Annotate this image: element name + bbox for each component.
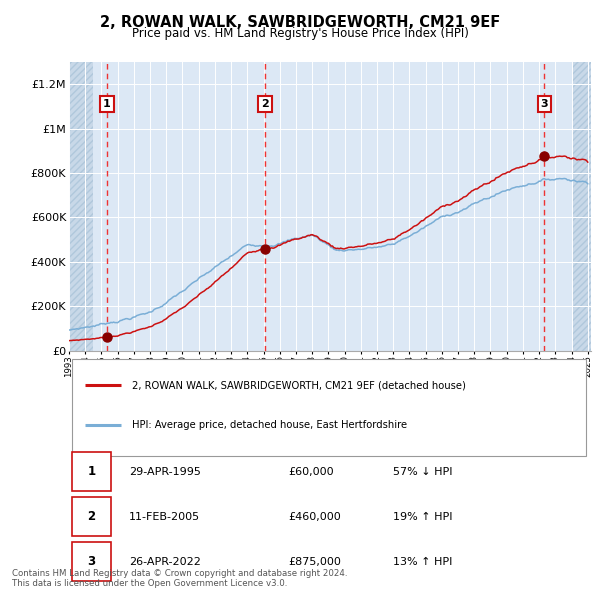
Bar — [572, 62, 591, 350]
Text: 2: 2 — [262, 99, 269, 109]
Text: 13% ↑ HPI: 13% ↑ HPI — [392, 556, 452, 566]
Text: 2: 2 — [88, 510, 95, 523]
Text: 29-APR-1995: 29-APR-1995 — [129, 467, 201, 477]
Text: 3: 3 — [541, 99, 548, 109]
Text: 1: 1 — [88, 466, 95, 478]
Text: 3: 3 — [88, 555, 95, 568]
Text: Price paid vs. HM Land Registry's House Price Index (HPI): Price paid vs. HM Land Registry's House … — [131, 27, 469, 40]
Text: £875,000: £875,000 — [288, 556, 341, 566]
Text: Contains HM Land Registry data © Crown copyright and database right 2024.
This d: Contains HM Land Registry data © Crown c… — [12, 569, 347, 588]
Text: 26-APR-2022: 26-APR-2022 — [129, 556, 201, 566]
FancyBboxPatch shape — [71, 359, 586, 456]
FancyBboxPatch shape — [71, 453, 111, 491]
Text: £460,000: £460,000 — [288, 512, 341, 522]
Text: 2, ROWAN WALK, SAWBRIDGEWORTH, CM21 9EF (detached house): 2, ROWAN WALK, SAWBRIDGEWORTH, CM21 9EF … — [131, 380, 466, 390]
Text: 11-FEB-2005: 11-FEB-2005 — [129, 512, 200, 522]
Text: 1: 1 — [103, 99, 110, 109]
FancyBboxPatch shape — [71, 497, 111, 536]
Text: HPI: Average price, detached house, East Hertfordshire: HPI: Average price, detached house, East… — [131, 420, 407, 430]
Text: 2, ROWAN WALK, SAWBRIDGEWORTH, CM21 9EF: 2, ROWAN WALK, SAWBRIDGEWORTH, CM21 9EF — [100, 15, 500, 30]
Bar — [572, 62, 591, 350]
Text: 19% ↑ HPI: 19% ↑ HPI — [392, 512, 452, 522]
Bar — [69, 62, 94, 350]
Text: £60,000: £60,000 — [288, 467, 334, 477]
Text: 57% ↓ HPI: 57% ↓ HPI — [392, 467, 452, 477]
FancyBboxPatch shape — [71, 542, 111, 581]
Bar — [69, 62, 94, 350]
